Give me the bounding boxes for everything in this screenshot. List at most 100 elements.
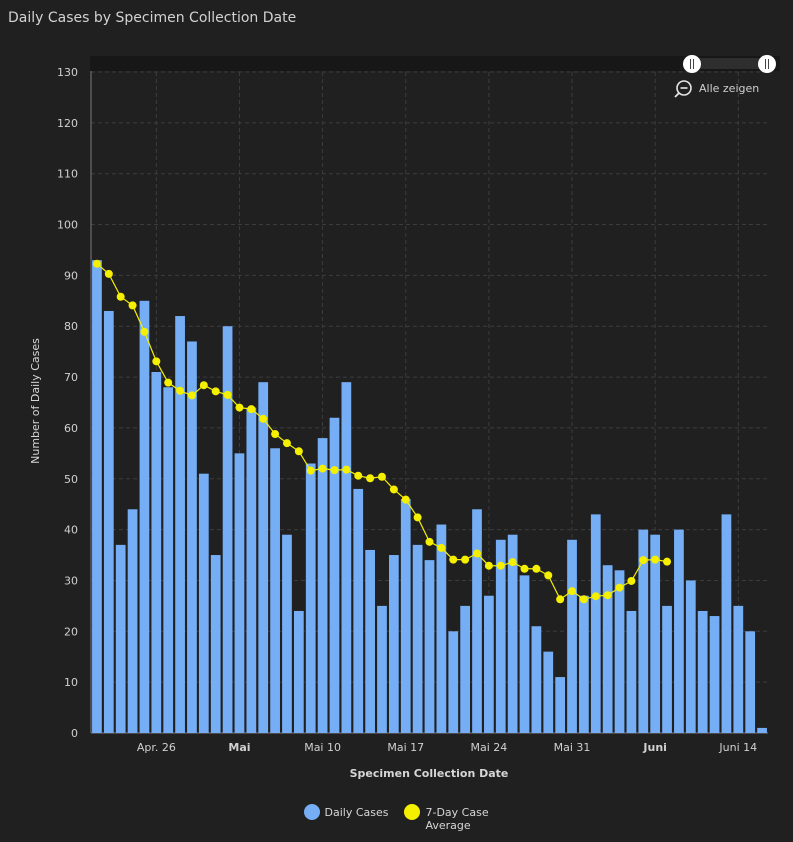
bar[interactable] [139,300,150,733]
average-point[interactable] [282,439,291,448]
average-point[interactable] [366,474,375,483]
legend-item-7-day-average[interactable]: 7-Day Case Average [404,804,489,832]
bar[interactable] [103,310,114,733]
slider-handle-right[interactable] [758,55,776,73]
average-point[interactable] [425,537,434,546]
bar[interactable] [472,509,482,733]
bar[interactable] [674,529,684,733]
bar[interactable] [282,534,292,733]
bar[interactable] [365,549,375,733]
bar[interactable] [412,544,423,733]
bar[interactable] [507,534,518,733]
average-point[interactable] [223,390,232,399]
average-point[interactable] [92,259,101,268]
bar[interactable] [519,575,530,733]
average-point[interactable] [377,472,386,481]
legend-item-daily-cases[interactable]: Daily Cases [303,804,388,832]
average-point[interactable] [116,292,125,301]
bar[interactable] [341,382,352,733]
bar[interactable] [222,326,233,733]
average-point[interactable] [556,595,565,604]
average-point[interactable] [235,403,244,412]
average-point[interactable] [306,466,315,475]
average-point[interactable] [568,587,577,596]
average-point[interactable] [437,543,446,552]
bar[interactable] [614,570,625,733]
average-point[interactable] [128,301,137,310]
bar[interactable] [436,524,447,733]
bar[interactable] [115,544,126,733]
average-point[interactable] [259,414,268,423]
average-point[interactable] [449,555,458,564]
bar[interactable] [626,610,637,733]
zoom-slider[interactable] [90,55,780,73]
average-point[interactable] [211,387,220,396]
bar[interactable] [531,626,542,733]
average-point[interactable] [342,465,351,474]
average-point[interactable] [532,564,541,573]
bar[interactable] [650,534,661,733]
average-point[interactable] [294,447,303,456]
show-all-button[interactable]: Alle zeigen [674,80,759,98]
slider-range[interactable] [692,58,767,69]
bar[interactable] [543,651,554,733]
average-point[interactable] [330,466,339,475]
bar[interactable] [733,605,744,733]
bar[interactable] [377,605,387,733]
bar[interactable] [175,316,185,733]
bar[interactable] [293,610,304,733]
bar[interactable] [448,631,459,733]
bar[interactable] [317,438,328,733]
average-point[interactable] [318,464,327,473]
bar[interactable] [305,463,316,733]
bar[interactable] [685,580,696,733]
bar[interactable] [258,382,269,733]
bar[interactable] [602,565,613,733]
average-point[interactable] [651,555,660,564]
bar[interactable] [151,371,162,733]
bar[interactable] [246,407,257,733]
average-point[interactable] [187,391,196,400]
slider-handle-left[interactable] [683,55,701,73]
bar[interactable] [400,499,411,733]
average-point[interactable] [627,576,636,585]
average-point[interactable] [389,485,398,494]
average-point[interactable] [579,595,588,604]
average-point[interactable] [140,327,149,336]
bar[interactable] [92,260,102,733]
bar[interactable] [484,595,494,733]
bar[interactable] [697,610,708,733]
bar[interactable] [329,417,340,733]
bar[interactable] [187,341,197,733]
average-point[interactable] [591,592,600,601]
bar[interactable] [460,605,471,733]
average-point[interactable] [354,471,363,480]
bar[interactable] [270,448,280,733]
bar[interactable] [590,514,601,733]
show-all-label[interactable]: Alle zeigen [699,82,759,95]
bar[interactable] [567,539,577,733]
average-point[interactable] [603,591,612,600]
average-point[interactable] [401,495,410,504]
average-point[interactable] [152,357,161,366]
bar[interactable] [198,473,209,733]
average-point[interactable] [496,561,505,570]
average-point[interactable] [247,405,256,414]
average-point[interactable] [544,571,553,580]
bar[interactable] [638,529,649,733]
average-point[interactable] [413,513,422,522]
bar[interactable] [495,539,506,733]
bar[interactable] [163,387,174,733]
average-point[interactable] [520,564,529,573]
bar[interactable] [388,555,399,733]
bar[interactable] [424,560,435,733]
average-point[interactable] [176,386,185,395]
average-point[interactable] [663,557,672,566]
bar[interactable] [662,605,672,733]
average-point[interactable] [484,561,493,570]
bar[interactable] [234,453,245,733]
average-point[interactable] [199,381,208,390]
average-point[interactable] [639,556,648,565]
average-point[interactable] [271,430,280,439]
bar[interactable] [127,509,138,733]
